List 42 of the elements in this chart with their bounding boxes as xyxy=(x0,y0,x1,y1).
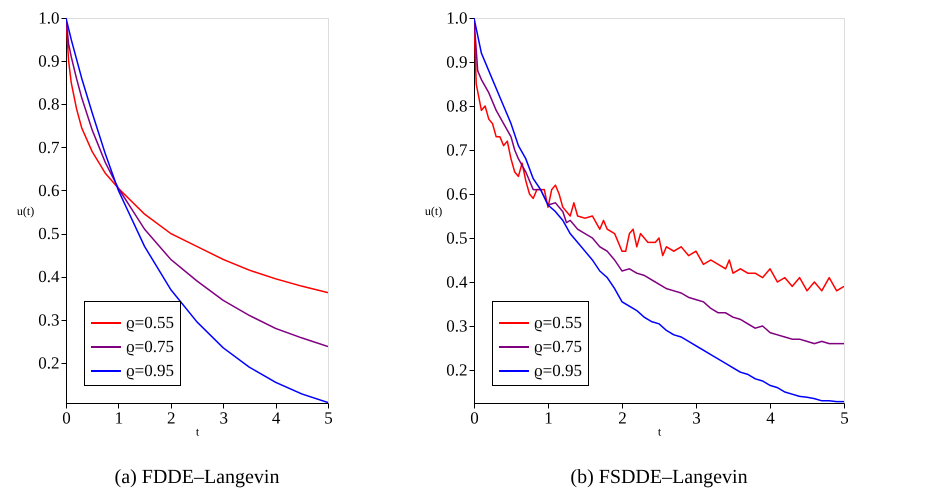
x-tick-label: 4 xyxy=(766,408,776,428)
legend-label: ϱ=0.55 xyxy=(534,313,582,332)
x-tick-label: 0 xyxy=(62,408,71,428)
y-axis-title: u(t) xyxy=(424,204,442,218)
legend-label: ϱ=0.95 xyxy=(126,361,174,380)
y-tick-label: 0.9 xyxy=(446,52,468,72)
x-axis-title: t xyxy=(658,424,662,438)
y-tick-label: 0.3 xyxy=(446,316,468,336)
x-tick-label: 0 xyxy=(470,408,479,428)
x-axis-title: t xyxy=(196,424,200,438)
y-tick-label: 0.4 xyxy=(446,272,468,292)
y-axis-title: u(t) xyxy=(16,204,34,218)
y-tick-label: 0.9 xyxy=(38,52,60,71)
legend-label: ϱ=0.75 xyxy=(534,337,582,356)
y-tick-label: 0.5 xyxy=(446,228,468,248)
y-tick-label: 1.0 xyxy=(446,8,468,28)
legend-label: ϱ=0.75 xyxy=(126,337,174,356)
x-tick-label: 3 xyxy=(219,408,228,428)
y-tick-label: 0.7 xyxy=(38,138,60,157)
legend-label: ϱ=0.95 xyxy=(534,361,582,380)
y-tick-label: 1.0 xyxy=(38,8,60,28)
x-tick-label: 4 xyxy=(272,408,281,428)
x-tick-label: 1 xyxy=(114,408,124,428)
x-tick-label: 1 xyxy=(544,408,553,428)
x-tick-label: 3 xyxy=(692,408,701,428)
legend-label: ϱ=0.55 xyxy=(126,313,174,332)
y-tick-label: 0.2 xyxy=(38,353,60,372)
x-tick-label: 5 xyxy=(324,408,333,428)
y-tick-label: 0.8 xyxy=(38,94,60,114)
y-tick-label: 0.6 xyxy=(38,180,60,200)
y-tick-label: 0.4 xyxy=(38,267,60,286)
text: (a) FDDE–Langevin xyxy=(114,466,280,488)
y-tick-label: 0.2 xyxy=(446,360,468,380)
y-tick-label: 0.3 xyxy=(38,310,60,330)
y-tick-label: 0.7 xyxy=(446,140,468,160)
y-tick-label: 0.8 xyxy=(446,96,468,116)
x-tick-label: 2 xyxy=(618,408,627,428)
x-tick-label: 2 xyxy=(167,408,176,428)
y-tick-label: 0.5 xyxy=(38,224,60,244)
x-tick-label: 5 xyxy=(840,408,849,428)
y-tick-label: 0.6 xyxy=(446,184,468,204)
text: (b) FSDDE–Langevin xyxy=(570,466,748,488)
